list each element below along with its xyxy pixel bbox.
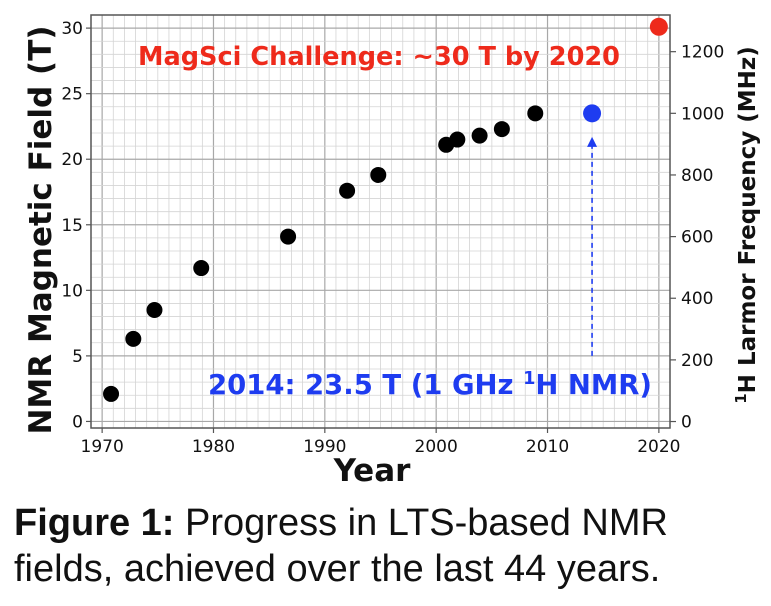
y-tick-label: 10 <box>61 281 83 301</box>
y2-axis-ticks: 0 200 400 600 800 1000 1200 <box>670 43 724 433</box>
data-point <box>493 121 510 138</box>
x-tick-label: 2010 <box>526 437 569 457</box>
data-point <box>280 228 297 245</box>
nmr-field-chart: 1970 1980 1990 2000 2010 2020 0 5 10 15 20 25 30 0 2… <box>23 14 761 489</box>
plot-frame <box>90 14 671 429</box>
data-points <box>103 17 668 402</box>
data-point <box>146 302 163 318</box>
data-point <box>649 17 668 36</box>
y-tick-label: 30 <box>61 19 83 39</box>
x-tick-label: 1990 <box>303 437 346 457</box>
y2-tick-label: 400 <box>681 289 713 309</box>
data-point <box>193 260 210 277</box>
challenge-annotation: MagSci Challenge: ~30 T by 2020 <box>138 42 620 72</box>
y-tick-label: 25 <box>61 85 83 105</box>
caption-text: Progress in LTS-based NMR fields, achiev… <box>14 502 668 590</box>
y2-axis-title: 1H Larmor Frequency (MHz) <box>732 46 761 404</box>
milestone-arrowhead <box>587 136 598 147</box>
y2-tick-label: 1200 <box>681 43 724 63</box>
x-tick-label: 2020 <box>637 437 680 457</box>
y2-tick-label: 600 <box>681 228 713 248</box>
data-point <box>471 127 488 144</box>
data-point <box>125 330 142 347</box>
figure-caption: Figure 1: Progress in LTS-based NMR fiel… <box>14 500 764 592</box>
x-tick-label: 1970 <box>81 437 124 457</box>
y-axis-ticks: 0 5 10 15 20 25 30 <box>61 19 91 432</box>
caption-label: Figure 1: <box>14 502 175 544</box>
data-point <box>449 131 466 148</box>
y2-tick-label: 200 <box>681 351 713 371</box>
y-tick-label: 15 <box>61 216 83 236</box>
x-axis-ticks: 1970 1980 1990 2000 2010 2020 <box>81 428 680 457</box>
y2-tick-label: 800 <box>681 166 713 186</box>
y2-tick-label: 1000 <box>681 104 724 124</box>
x-axis-title: Year <box>333 453 412 489</box>
data-point <box>370 166 387 183</box>
y-axis-title: NMR Magnetic Field (T) <box>23 25 59 434</box>
data-point <box>103 385 120 402</box>
data-point <box>527 105 544 122</box>
y2-tick-label: 0 <box>681 413 692 433</box>
y-tick-label: 20 <box>61 150 83 170</box>
x-tick-label: 2000 <box>415 437 458 457</box>
milestone-annotation: 2014: 23.5 T (1 GHz 1H NMR) <box>208 368 652 402</box>
x-tick-label: 1980 <box>192 437 235 457</box>
data-point <box>583 104 602 123</box>
gridlines <box>90 14 671 428</box>
data-point <box>339 182 356 199</box>
y-tick-label: 5 <box>72 347 83 367</box>
y-tick-label: 0 <box>72 412 83 432</box>
